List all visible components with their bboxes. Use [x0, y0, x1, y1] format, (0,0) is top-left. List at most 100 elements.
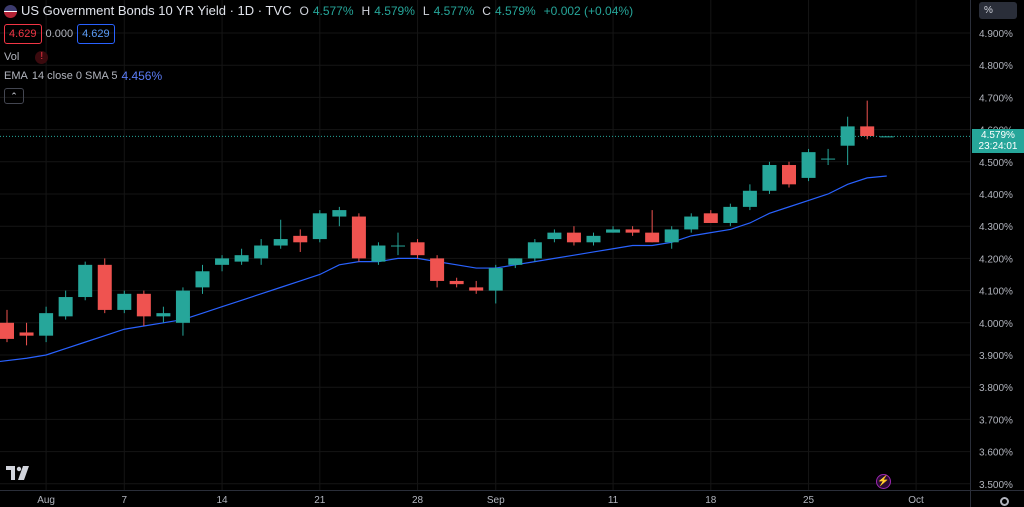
candle	[391, 232, 405, 256]
chart-legend: US Government Bonds 10 YR Yield · 1D · T…	[4, 3, 633, 104]
candle	[97, 258, 112, 314]
candle	[254, 239, 269, 265]
price-tick-label: 4.700%	[979, 93, 1013, 104]
candle	[879, 136, 894, 138]
candle-body	[547, 232, 562, 240]
candle-body	[136, 293, 151, 317]
candle	[508, 258, 523, 269]
collapse-row: ⌃	[4, 88, 633, 104]
warning-icon[interactable]: !	[35, 50, 49, 64]
price-tick-label: 4.100%	[979, 287, 1013, 298]
symbol-row: US Government Bonds 10 YR Yield · 1D · T…	[4, 3, 633, 19]
price-tick-label: 4.000%	[979, 319, 1013, 330]
candle-body	[821, 158, 836, 160]
lightning-icon[interactable]: ⚡	[876, 474, 891, 489]
buy-button[interactable]: 4.629	[77, 24, 115, 44]
close-value: 4.579%	[494, 4, 536, 18]
last-price-value: 4.579%	[981, 130, 1015, 141]
candle-body	[860, 126, 875, 137]
price-tick-label: 3.600%	[979, 448, 1013, 459]
candle-body	[488, 268, 503, 291]
candle-body	[117, 293, 132, 310]
candles	[0, 100, 894, 346]
candle	[175, 287, 190, 336]
ema-label[interactable]: EMA	[4, 70, 28, 82]
price-axis: 4.900%4.800%4.700%4.600%4.500%4.400%4.30…	[970, 0, 1013, 507]
candle-body	[39, 313, 54, 336]
candle	[0, 309, 14, 343]
tradingview-logo-icon[interactable]	[6, 466, 30, 480]
time-tick-label: 7	[122, 495, 128, 506]
candle-body	[410, 242, 425, 256]
candle-body	[801, 152, 816, 178]
settings-icon[interactable]	[1000, 497, 1009, 506]
candle-body	[371, 245, 386, 262]
ema-polyline	[0, 175, 887, 363]
price-tick-label: 4.200%	[979, 254, 1013, 265]
candle	[136, 290, 151, 327]
candle-body	[156, 313, 171, 317]
candle-body	[606, 229, 621, 233]
candle-body	[625, 229, 640, 233]
price-tick-label: 3.800%	[979, 383, 1013, 394]
candle	[664, 226, 679, 249]
sell-button[interactable]: 4.629	[4, 24, 42, 44]
time-tick-label: 25	[803, 495, 815, 506]
candle-body	[234, 255, 249, 262]
us-flag-icon	[4, 4, 17, 18]
time-tick-label: 28	[412, 495, 424, 506]
candle-body	[58, 297, 73, 317]
candle	[117, 290, 132, 314]
candle-body	[508, 258, 523, 265]
volume-label[interactable]: Vol	[4, 51, 20, 63]
last-price-label: 4.579% 23:24:01	[972, 129, 1024, 153]
open-value: 4.577%	[312, 4, 354, 18]
candle	[860, 100, 875, 140]
candle	[469, 280, 484, 294]
high-label: H	[361, 4, 371, 18]
candle	[527, 239, 542, 262]
ema-params: 14 close 0 SMA 5	[31, 70, 118, 82]
candle	[762, 161, 777, 194]
symbol-title[interactable]: US Government Bonds 10 YR Yield · 1D · T…	[21, 3, 292, 18]
candle-body	[19, 332, 34, 336]
price-tick-label: 4.300%	[979, 222, 1013, 233]
candle	[821, 148, 836, 166]
candle-body	[645, 232, 660, 243]
candle-body	[762, 165, 777, 191]
candle-body	[195, 271, 210, 288]
candle	[645, 210, 660, 243]
candle	[684, 213, 699, 233]
ema-line	[0, 175, 887, 363]
candle-body	[215, 258, 230, 265]
candle	[39, 306, 54, 343]
time-tick-label: 14	[216, 495, 228, 506]
price-tick-label: 3.700%	[979, 415, 1013, 426]
time-tick-label: Sep	[487, 495, 505, 506]
collapse-legend-button[interactable]: ⌃	[4, 88, 24, 104]
candle	[293, 229, 308, 252]
candle-body	[391, 245, 405, 247]
time-tick-label: 18	[705, 495, 717, 506]
ema-row: EMA 14 close 0 SMA 5 4.456%	[4, 68, 633, 84]
candle-body	[566, 232, 581, 243]
candle-body	[332, 210, 347, 217]
price-tick-label: 3.900%	[979, 351, 1013, 362]
candle	[351, 213, 366, 262]
candle	[430, 255, 445, 288]
candle-body	[703, 213, 718, 223]
low-label: L	[422, 4, 430, 18]
candle	[723, 203, 738, 227]
candle-body	[449, 280, 464, 285]
chart-grid	[0, 0, 970, 490]
candle	[215, 255, 230, 272]
candle-body	[97, 264, 112, 310]
price-tick-label: 3.500%	[979, 480, 1013, 491]
ema-value: 4.456%	[121, 69, 163, 83]
change-value: +0.002 (+0.04%)	[543, 4, 634, 18]
volume-row: Vol !	[4, 49, 633, 65]
axis-unit-button[interactable]: %	[979, 2, 1017, 19]
low-value: 4.577%	[433, 4, 475, 18]
candle	[606, 226, 621, 233]
